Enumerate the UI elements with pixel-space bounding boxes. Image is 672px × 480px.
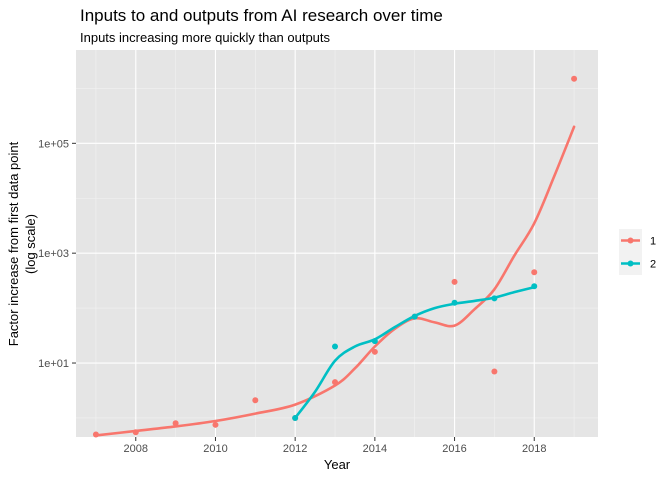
x-tick-label: 2016 <box>442 443 466 455</box>
series-1-line <box>94 125 576 437</box>
series-1-point <box>172 420 179 427</box>
x-tick-label: 2014 <box>363 443 387 455</box>
x-tick-label: 2018 <box>522 443 546 455</box>
y-axis-title-line-2: (log scale) <box>23 214 38 274</box>
series-1-point <box>212 421 219 428</box>
y-axis: 1e+01 1e+03 1e+05 <box>38 138 76 370</box>
series-1-point <box>531 269 538 276</box>
series-1-point <box>571 75 578 82</box>
series-1-point <box>252 397 259 404</box>
series-2-point <box>371 338 378 345</box>
grid-minor <box>76 50 598 437</box>
y-tick-label: 1e+05 <box>38 138 69 150</box>
series-2-point <box>411 313 418 320</box>
series-2-point <box>491 295 498 302</box>
legend-label-2: 2 <box>650 259 656 271</box>
y-tick-label: 1e+03 <box>38 248 69 260</box>
x-axis: 2008 2010 2012 2014 2016 2018 <box>124 437 546 455</box>
y-axis-title-line-1: Factor increase from first data point <box>6 141 21 346</box>
series-1-point <box>491 368 498 375</box>
series-points <box>92 75 578 438</box>
series-1-point <box>92 431 99 438</box>
series-2-point <box>531 283 538 290</box>
series-1-point <box>332 379 339 386</box>
chart-title: Inputs to and outputs from AI research o… <box>80 6 443 25</box>
x-tick-label: 2008 <box>124 443 148 455</box>
series-2-point <box>292 414 299 421</box>
series-1-point <box>371 348 378 355</box>
series-2-point <box>332 343 339 350</box>
plot-panel <box>76 50 598 437</box>
series-2-point <box>451 299 458 306</box>
legend-label-1: 1 <box>650 236 656 248</box>
legend: 12 <box>619 229 656 275</box>
x-tick-label: 2010 <box>203 443 227 455</box>
y-tick-label: 1e+01 <box>38 358 69 370</box>
chart-subtitle: Inputs increasing more quickly than outp… <box>80 30 331 45</box>
legend-point-1 <box>627 237 634 244</box>
series-1-point <box>451 278 458 285</box>
x-tick-label: 2012 <box>283 443 307 455</box>
legend-point-2 <box>627 260 634 267</box>
grid-major <box>76 50 598 437</box>
series-1-point <box>132 429 139 436</box>
x-axis-title: Year <box>324 457 351 472</box>
